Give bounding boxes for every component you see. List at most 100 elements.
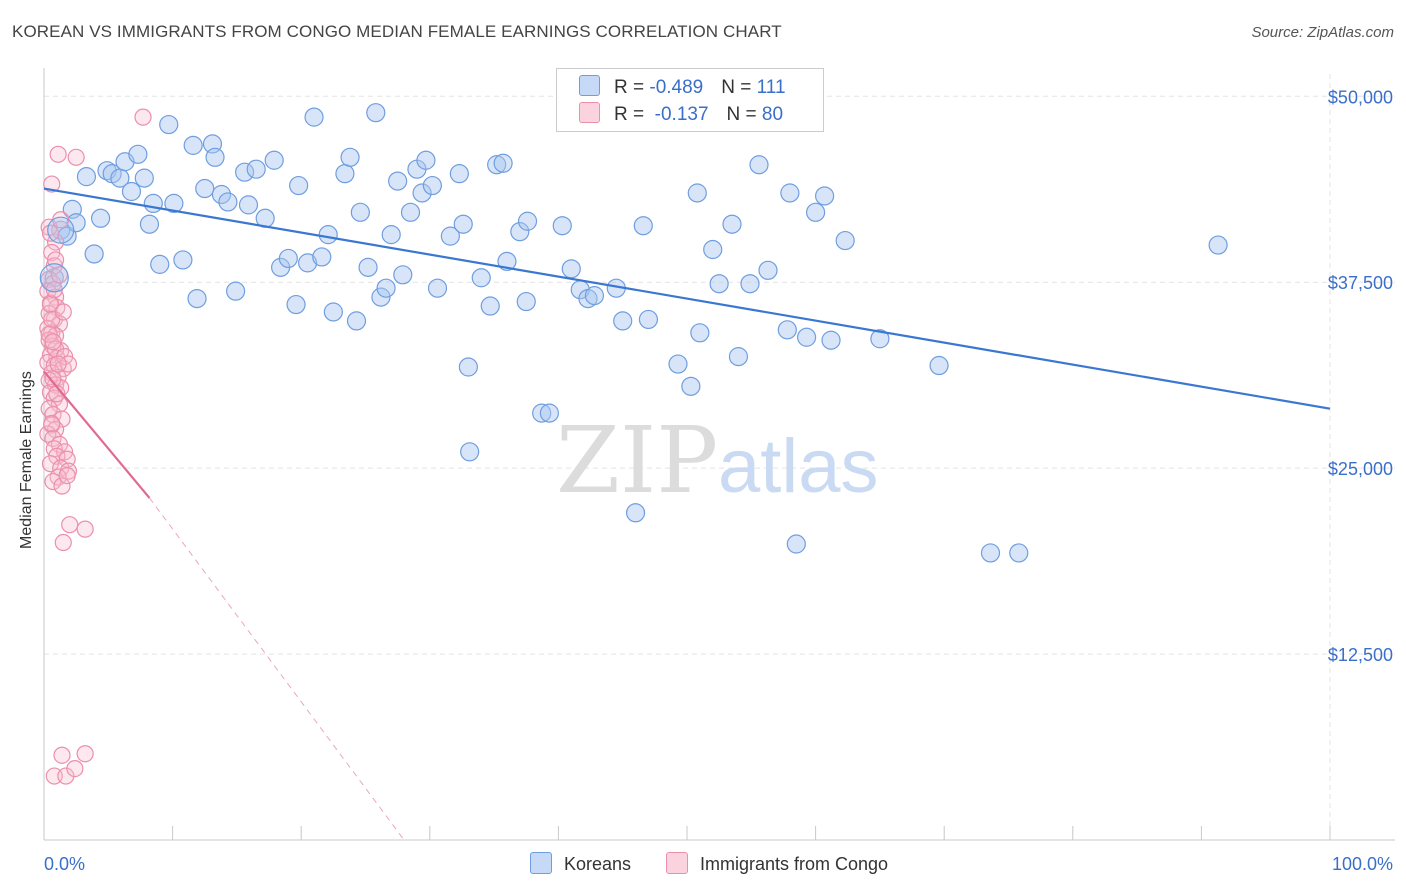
data-point <box>128 144 148 164</box>
data-point <box>393 265 413 285</box>
data-point <box>164 193 184 214</box>
data-point <box>613 311 633 331</box>
data-point <box>49 145 67 163</box>
data-point <box>805 202 826 222</box>
y-tick-label: $37,500 <box>1328 273 1393 293</box>
legend-label-koreans: Koreans <box>564 854 632 874</box>
watermark-zip: ZIP <box>556 407 718 514</box>
data-point <box>376 278 396 298</box>
data-point <box>183 135 203 155</box>
watermark: ZIP atlas <box>556 407 879 514</box>
data-point <box>552 216 572 236</box>
data-point <box>625 503 646 523</box>
data-point <box>777 320 797 340</box>
data-point <box>517 211 538 231</box>
legend-swatch-congo <box>579 102 600 123</box>
data-point <box>416 150 436 170</box>
data-point <box>1009 543 1029 563</box>
data-point <box>835 230 855 251</box>
data-point <box>134 168 154 188</box>
data-point <box>47 216 75 244</box>
data-point <box>584 286 605 306</box>
data-point <box>298 253 318 273</box>
legend-swatch-koreans <box>579 75 600 96</box>
data-point <box>633 216 653 236</box>
data-point <box>690 323 710 343</box>
data-point <box>278 248 298 269</box>
y-tick-label: $25,000 <box>1328 459 1393 479</box>
data-point <box>400 202 421 222</box>
data-point <box>458 357 478 377</box>
data-point <box>66 760 84 778</box>
data-point <box>821 330 841 350</box>
data-point <box>159 114 179 135</box>
data-point <box>371 287 391 307</box>
legend-n-value: 111 <box>756 77 786 98</box>
data-point <box>687 183 707 203</box>
data-point <box>286 294 306 315</box>
data-point <box>487 155 507 175</box>
data-point <box>709 274 729 294</box>
legend-item-koreans[interactable]: Koreans <box>530 852 631 875</box>
data-point <box>211 184 232 205</box>
trend-lines <box>43 187 1331 841</box>
data-point <box>532 403 552 423</box>
data-point <box>740 274 760 294</box>
data-point <box>510 222 530 242</box>
data-point <box>1208 235 1228 255</box>
data-point <box>67 148 85 166</box>
data-point <box>539 403 559 423</box>
data-point <box>195 178 215 199</box>
data-point <box>561 259 581 279</box>
legend-r-value: -0.489 <box>649 77 704 98</box>
correlation-legend: R = -0.489 N = 111 R = -0.137 N = 80 <box>556 68 824 132</box>
axes <box>43 68 1395 841</box>
legend-item-congo[interactable]: Immigrants from Congo <box>666 852 888 875</box>
data-point <box>440 226 460 246</box>
data-point <box>121 181 142 202</box>
legend-swatch-congo <box>666 852 688 874</box>
data-point <box>796 327 817 347</box>
data-point <box>318 225 338 245</box>
data-point <box>929 355 949 376</box>
data-point <box>638 309 659 330</box>
data-point <box>471 268 491 288</box>
data-point <box>238 195 259 215</box>
data-point <box>53 477 71 495</box>
data-point <box>340 147 360 167</box>
data-point <box>323 302 343 322</box>
data-point <box>218 192 238 212</box>
data-point <box>134 108 152 126</box>
data-point <box>453 214 473 234</box>
data-point <box>335 164 355 184</box>
data-point <box>304 107 324 127</box>
data-point <box>61 516 79 534</box>
legend-row-congo: R = -0.137 N = 80 <box>579 102 783 128</box>
data-point <box>41 224 60 242</box>
data-point <box>264 150 284 170</box>
source-note: Source: ZipAtlas.com <box>1251 24 1394 41</box>
data-point <box>43 414 61 433</box>
data-point <box>412 183 432 203</box>
trend-extension-congo <box>149 497 405 841</box>
data-point <box>90 208 111 228</box>
data-point <box>980 543 1001 563</box>
data-point <box>39 263 69 293</box>
legend-r-label: R = <box>614 77 650 98</box>
legend-swatch-koreans <box>530 852 552 874</box>
data-point <box>427 278 448 298</box>
data-point <box>54 303 72 321</box>
legend-r-value: -0.137 <box>649 104 709 125</box>
data-point <box>422 175 442 196</box>
data-point <box>150 254 170 274</box>
data-point <box>41 455 60 473</box>
series-legend: Koreans Immigrants from Congo <box>0 852 1406 878</box>
trend-line-koreans <box>43 187 1331 410</box>
data-point <box>53 746 71 764</box>
data-point <box>44 370 62 388</box>
data-point <box>350 202 370 222</box>
data-point <box>493 153 513 173</box>
data-point <box>187 288 207 309</box>
data-point <box>728 347 749 367</box>
